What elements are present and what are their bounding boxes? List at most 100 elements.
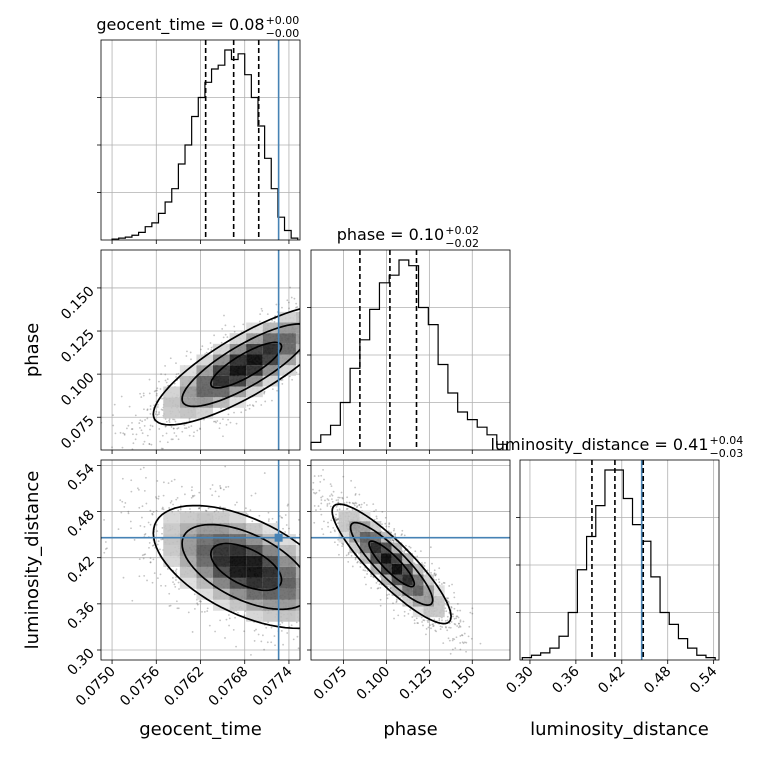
sample-point [175,362,177,365]
sample-point [329,321,331,323]
sample-point [175,568,178,571]
sample-point [322,350,324,352]
sample-point [143,489,146,492]
sample-point [316,632,318,634]
sample-point [314,571,316,573]
sample-point [281,621,284,624]
sample-point [468,625,471,628]
sample-point [146,579,148,582]
sample-point [140,396,143,398]
sample-point [452,615,454,618]
density-cell [295,354,300,366]
sample-point [130,527,132,530]
sample-point [319,552,321,554]
sample-point [156,406,159,408]
sample-point [325,620,327,622]
sample-point [301,621,303,623]
sample-point [295,371,298,374]
sample-point [354,326,356,328]
sample-point [334,646,336,648]
density-cell [196,577,214,589]
sample-point [455,636,458,639]
sample-point [349,620,351,622]
sample-point [320,588,322,590]
sample-point [322,636,324,638]
sample-point [338,508,341,511]
sample-point [111,446,113,449]
sample-point [304,367,306,369]
sample-point [158,413,160,415]
sample-point [321,359,323,361]
density-cell [213,375,230,387]
sample-point [308,586,310,588]
sample-point [151,512,154,515]
sample-point [333,319,335,321]
sample-point [423,619,426,622]
density-cell [213,343,230,355]
sample-point [357,289,359,291]
sample-point [332,614,334,616]
density-cell [246,375,263,387]
sample-point [320,496,323,499]
sample-point [425,633,427,636]
sample-point [312,481,315,484]
sample-point [367,582,369,584]
sample-point [190,489,193,492]
sample-point [331,500,334,503]
sample-point [216,455,218,457]
sample-point [442,581,445,584]
sample-point [388,593,390,596]
sample-point [307,575,309,577]
sample-point [162,481,165,484]
sample-point [215,421,217,424]
sample-point [376,621,378,623]
density-cell [262,343,280,355]
sample-point [309,323,311,325]
density-cell [163,523,180,535]
density-cell [179,512,197,524]
sample-point [305,320,307,322]
sample-point [121,500,124,503]
density-cell [279,365,296,376]
sample-point [438,619,441,622]
sample-point [379,616,381,618]
sample-point [93,437,95,439]
sample-point [130,490,133,493]
sample-point [315,317,317,319]
sample-point [216,420,219,422]
sample-point [335,324,337,326]
sample-point [335,586,337,588]
sample-point [312,588,314,590]
sample-point [351,310,353,312]
sample-point [422,619,425,622]
sample-point [333,317,335,319]
sample-point [155,523,158,526]
sample-point [248,407,251,410]
sample-point [391,293,393,295]
sample-point [289,286,291,289]
sample-point [263,390,266,393]
sample-point [317,301,319,303]
sample-point [330,360,332,362]
sample-point [169,357,172,360]
sample-point [325,590,327,592]
sample-point [306,312,308,314]
sample-point [372,503,375,506]
sample-point [116,461,118,463]
sample-point [156,577,159,579]
sample-point [159,388,162,390]
sample-point [250,494,253,497]
sample-point [396,292,398,294]
sample-point [325,293,327,295]
sample-point [334,330,336,332]
sample-point [337,324,339,326]
sample-point [334,566,336,568]
sample-point [300,322,302,324]
sample-point [234,616,236,619]
sample-point [161,409,164,411]
sample-point [258,514,261,517]
sample-point [469,611,472,614]
sample-point [384,328,386,330]
sample-point [206,607,209,610]
sample-point [303,575,305,577]
